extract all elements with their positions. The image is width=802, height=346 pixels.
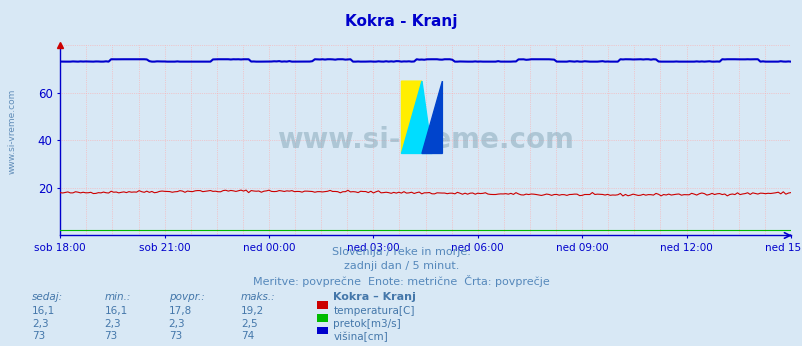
Text: Kokra – Kranj: Kokra – Kranj: [333, 292, 415, 302]
Text: pretok[m3/s]: pretok[m3/s]: [333, 319, 400, 329]
Text: 2,5: 2,5: [241, 319, 257, 329]
Text: 19,2: 19,2: [241, 306, 264, 316]
Polygon shape: [401, 81, 431, 153]
Text: povpr.:: povpr.:: [168, 292, 205, 302]
Text: 16,1: 16,1: [32, 306, 55, 316]
Text: 2,3: 2,3: [32, 319, 49, 329]
Text: višina[cm]: višina[cm]: [333, 331, 387, 342]
Text: 2,3: 2,3: [104, 319, 121, 329]
Text: Slovenija / reke in morje.: Slovenija / reke in morje.: [332, 247, 470, 257]
Text: 2,3: 2,3: [168, 319, 185, 329]
Polygon shape: [421, 81, 442, 153]
Text: sedaj:: sedaj:: [32, 292, 63, 302]
Text: min.:: min.:: [104, 292, 131, 302]
Text: 16,1: 16,1: [104, 306, 128, 316]
Text: www.si-vreme.com: www.si-vreme.com: [7, 89, 17, 174]
Text: 74: 74: [241, 331, 254, 342]
Text: maks.:: maks.:: [241, 292, 275, 302]
Text: 73: 73: [104, 331, 118, 342]
Text: zadnji dan / 5 minut.: zadnji dan / 5 minut.: [343, 261, 459, 271]
Text: Meritve: povprečne  Enote: metrične  Črta: povprečje: Meritve: povprečne Enote: metrične Črta:…: [253, 275, 549, 287]
Text: Kokra - Kranj: Kokra - Kranj: [345, 14, 457, 29]
Text: 73: 73: [32, 331, 46, 342]
Text: temperatura[C]: temperatura[C]: [333, 306, 414, 316]
Polygon shape: [401, 81, 421, 153]
Text: www.si-vreme.com: www.si-vreme.com: [277, 126, 573, 154]
Text: 73: 73: [168, 331, 182, 342]
Text: 17,8: 17,8: [168, 306, 192, 316]
